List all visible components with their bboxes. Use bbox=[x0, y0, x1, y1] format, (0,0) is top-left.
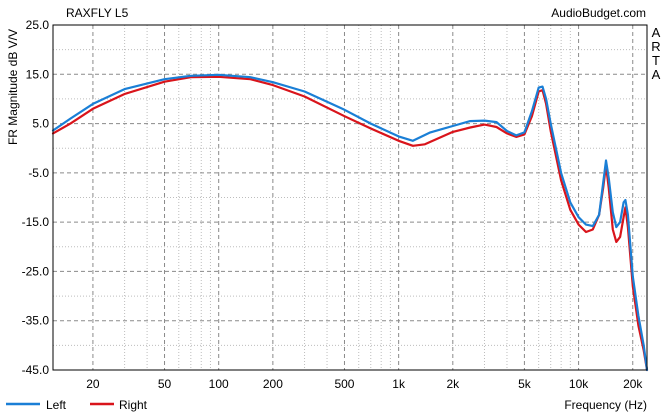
legend-label-right: Right bbox=[119, 398, 148, 412]
x-tick-label: 5k bbox=[518, 377, 532, 391]
x-tick-label: 10k bbox=[569, 377, 589, 391]
x-tick-label: 2k bbox=[446, 377, 460, 391]
y-tick-labels: 25.0 15.0 5.0 -5.0 -15.0 -25.0 -35.0 -45.0 bbox=[22, 18, 50, 377]
y-axis-label: FR Magnitude dB V/V bbox=[6, 29, 20, 145]
x-tick-label: 200 bbox=[263, 377, 283, 391]
series-layer bbox=[51, 73, 649, 372]
x-tick-label: 100 bbox=[209, 377, 229, 391]
y-tick-label: -45.0 bbox=[22, 363, 50, 377]
legend: Left Right bbox=[6, 398, 148, 412]
y-tick-label: -5.0 bbox=[28, 166, 49, 180]
plot-border bbox=[52, 24, 648, 371]
x-axis-label: Frequency (Hz) bbox=[564, 398, 647, 412]
y-tick-label: 25.0 bbox=[26, 18, 50, 32]
y-tick-label: -35.0 bbox=[22, 314, 50, 328]
x-tick-label: 50 bbox=[158, 377, 172, 391]
side-letter-4: A bbox=[652, 67, 661, 82]
y-tick-label: -25.0 bbox=[22, 264, 50, 278]
side-letter-1: A bbox=[652, 25, 661, 40]
x-tick-label: 20 bbox=[86, 377, 100, 391]
series-line-left bbox=[51, 73, 649, 372]
side-letter-2: R bbox=[651, 39, 660, 54]
y-tick-label: -15.0 bbox=[22, 215, 50, 229]
side-letter-3: T bbox=[652, 53, 660, 68]
x-tick-label: 500 bbox=[334, 377, 354, 391]
chart-title: RAXFLY L5 bbox=[66, 6, 129, 20]
y-tick-label: 5.0 bbox=[32, 117, 49, 131]
series-line-right bbox=[51, 75, 649, 372]
x-tick-label: 1k bbox=[392, 377, 406, 391]
y-tick-label: 15.0 bbox=[26, 67, 50, 81]
legend-label-left: Left bbox=[46, 398, 67, 412]
watermark-label: AudioBudget.com bbox=[551, 6, 646, 20]
x-tick-labels: 20 50 100 200 500 1k 2k 5k 10k 20k bbox=[86, 377, 643, 391]
x-tick-label: 20k bbox=[623, 377, 643, 391]
